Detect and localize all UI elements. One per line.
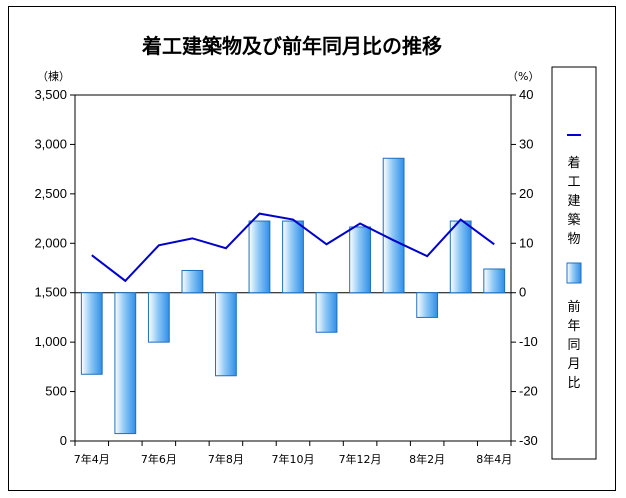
right-axis-tick-label: -30 — [519, 433, 538, 448]
left-axis-tick-label: 2,000 — [34, 235, 67, 250]
right-axis-tick-label: 10 — [519, 235, 533, 250]
bar — [449, 220, 472, 294]
bar — [483, 268, 506, 294]
legend-bar-label-char: 同 — [567, 338, 580, 353]
legend-line-label-char: 築 — [567, 213, 580, 228]
right-axis-unit: （%） — [507, 70, 539, 83]
chart-frame: 着工建築物及び前年同月比の推移 （棟） （%） 0 500 1,000 1,500 2,… — [8, 6, 616, 491]
line-series — [91, 212, 495, 283]
bar — [80, 292, 103, 375]
left-axis-tick-label: 1,500 — [34, 285, 67, 300]
legend-bar-label-char: 比 — [567, 376, 580, 391]
bar-series — [80, 157, 506, 435]
legend-bar-label-char: 月 — [567, 357, 580, 372]
legend-line-label-char: 建 — [567, 194, 580, 209]
left-axis-tick-label: 3,500 — [34, 87, 67, 102]
line-path — [91, 212, 495, 283]
x-axis-tick-label: 7年8月 — [208, 452, 244, 466]
chart-svg: 着工建築物及び前年同月比の推移 （棟） （%） 0 500 1,000 1,500 2,… — [34, 34, 597, 466]
left-axis-tick-label: 1,000 — [34, 334, 67, 349]
plot-area-border — [74, 94, 512, 442]
x-axis-tick-label: 7年10月 — [272, 452, 315, 466]
left-axis-tick-label: 500 — [45, 384, 67, 399]
x-axis-tick-label: 7年12月 — [339, 452, 382, 466]
bar — [181, 269, 204, 294]
left-axis-unit: （棟） — [37, 69, 70, 83]
axes: 0 500 1,000 1,500 2,000 2,500 3,000 3,500 -30 -20… — [34, 87, 537, 466]
right-axis-tick-label: 20 — [519, 186, 533, 201]
left-axis-tick-label: 0 — [60, 433, 67, 448]
left-axis-tick-label: 2,500 — [34, 186, 67, 201]
x-axis-tick-label: 7年4月 — [74, 452, 110, 466]
x-axis-tick-label: 8年4月 — [476, 452, 512, 466]
left-axis-tick-label: 3,000 — [34, 136, 67, 151]
right-axis-tick-label: 40 — [519, 87, 533, 102]
bar — [416, 292, 439, 318]
bar — [215, 292, 237, 377]
legend-line-label-char: 着 — [567, 155, 580, 171]
right-axis-tick-label: -20 — [519, 384, 538, 399]
x-axis-tick-label: 8年2月 — [409, 452, 445, 466]
right-axis-tick-label: -10 — [519, 334, 538, 349]
bar — [114, 292, 137, 435]
legend-line-label-char: 物 — [567, 232, 580, 247]
legend-bar-label-char: 年 — [567, 319, 580, 334]
chart-title: 着工建築物及び前年同月比の推移 — [141, 34, 442, 58]
bar — [315, 292, 338, 333]
x-axis-tick-label: 7年6月 — [141, 452, 177, 466]
bar — [282, 220, 304, 294]
bar — [382, 157, 405, 294]
legend-bar-swatch — [566, 262, 582, 284]
right-axis-tick-label: 30 — [519, 136, 533, 151]
right-axis-tick-label: 0 — [519, 285, 526, 300]
legend-bar-label-char: 前 — [567, 299, 580, 315]
bar — [248, 220, 271, 294]
legend-line-label-char: 工 — [567, 175, 580, 190]
bar — [349, 226, 371, 294]
bar — [147, 292, 170, 343]
